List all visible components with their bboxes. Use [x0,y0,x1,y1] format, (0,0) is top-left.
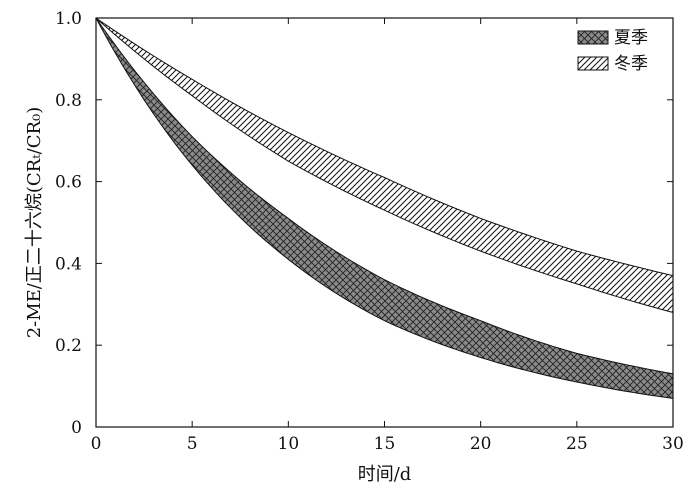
y-tick-label: 0.6 [55,173,82,193]
plot-area [95,17,674,399]
x-tick-label: 20 [470,434,492,454]
x-tick-label: 25 [566,434,588,454]
x-tick-label: 10 [278,434,300,454]
y-tick-label: 0 [71,418,82,438]
x-tick-label: 15 [374,434,396,454]
x-tick-label: 30 [662,434,684,454]
y-tick-label: 1.0 [55,9,82,29]
x-tick-label: 0 [91,434,102,454]
legend-swatch-winter [577,56,609,71]
legend-label-winter: 冬季 [614,54,648,74]
legend-swatch-summer [577,30,609,45]
legend: 夏季 冬季 [577,28,648,74]
y-tick-label: 0.2 [55,336,82,356]
y-tick-label: 0.8 [55,91,82,111]
y-axis-label: 2-ME/正二十六烷(CRₜ/CR₀) [24,107,45,339]
y-tick-label: 0.4 [55,254,82,274]
x-tick-label: 5 [187,434,198,454]
axes: 0 5 10 15 20 25 30 0 0.2 0.4 0.6 0.8 1.0 [55,9,684,454]
x-axis-label: 时间/d [358,464,412,485]
legend-label-summer: 夏季 [614,28,648,48]
